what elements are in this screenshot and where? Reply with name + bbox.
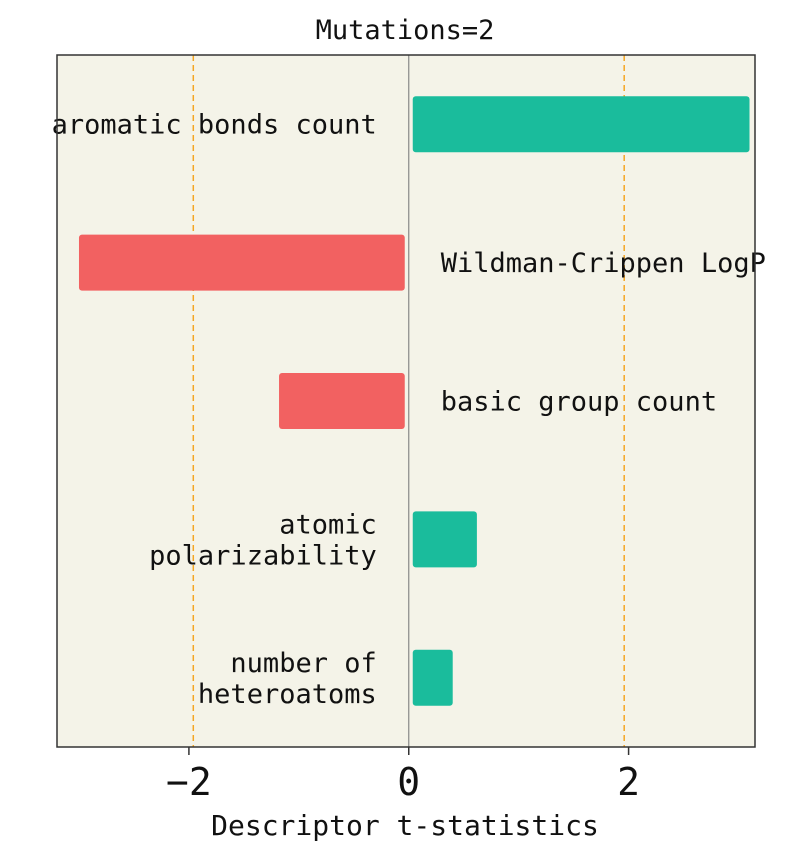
bar-label-2-line-0: basic group count — [441, 386, 717, 417]
bar-label-0: aromatic bonds count — [52, 110, 377, 141]
x-tick-label-0: −2 — [166, 760, 212, 804]
chart-title: Mutations=2 — [316, 15, 495, 46]
bar-label-1: Wildman-Crippen LogP — [441, 248, 766, 279]
bar-label-3: atomic polarizability — [149, 509, 377, 571]
plot-background — [57, 55, 755, 747]
bar-1 — [78, 234, 405, 291]
x-axis-ticks: −2 0 2 — [166, 747, 640, 804]
bar-2 — [279, 373, 405, 429]
bar-0 — [412, 96, 750, 153]
plot-frame — [56, 54, 756, 748]
bar-label-4-line-1: heteroatoms — [198, 679, 377, 710]
bar-label-0-line-0: aromatic bonds count — [52, 110, 377, 141]
x-tick-label-2: 2 — [617, 760, 640, 804]
bar-4 — [412, 649, 453, 706]
x-axis-label: Descriptor t-statistics — [211, 809, 599, 842]
bar-label-2: basic group count — [441, 386, 717, 417]
bar-label-3-line-0: atomic — [279, 509, 377, 540]
reference-lines — [192, 55, 625, 747]
bar-label-1-line-0: Wildman-Crippen LogP — [441, 248, 766, 279]
bar-label-3-line-1: polarizability — [149, 540, 377, 571]
bar-3 — [412, 511, 477, 568]
x-tick-label-1: 0 — [397, 760, 420, 804]
bar-label-4-line-0: number of — [230, 648, 376, 679]
bars — [78, 96, 750, 706]
bar-label-4: number of heteroatoms — [198, 648, 377, 710]
bar-labels: aromatic bonds count Wildman-Crippen LogP… — [52, 110, 766, 710]
